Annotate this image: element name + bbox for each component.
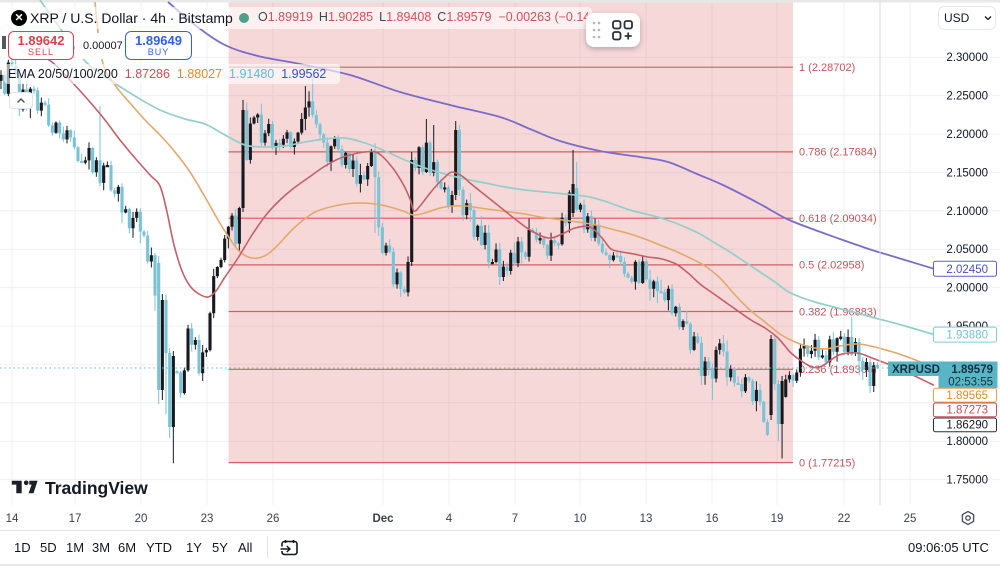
- svg-text:1.89579: 1.89579: [951, 364, 993, 376]
- svg-text:22: 22: [838, 513, 851, 525]
- svg-text:2.10000: 2.10000: [946, 206, 988, 218]
- svg-text:19: 19: [771, 513, 784, 525]
- svg-text:2.02450: 2.02450: [946, 264, 988, 276]
- svg-text:2.25000: 2.25000: [946, 91, 988, 103]
- svg-text:2.05000: 2.05000: [946, 244, 988, 256]
- svg-text:10: 10: [574, 513, 587, 525]
- svg-text:2.30000: 2.30000: [946, 52, 988, 64]
- svg-text:1 (2.28702): 1 (2.28702): [799, 62, 855, 74]
- svg-text:16: 16: [706, 513, 719, 525]
- svg-text:14: 14: [6, 513, 19, 525]
- svg-text:7: 7: [512, 513, 518, 525]
- svg-text:2.00000: 2.00000: [946, 283, 988, 295]
- svg-text:1.75000: 1.75000: [946, 475, 988, 487]
- svg-text:0.786 (2.17684): 0.786 (2.17684): [799, 147, 877, 159]
- svg-text:XRPUSD: XRPUSD: [892, 364, 940, 376]
- svg-text:25: 25: [904, 513, 917, 525]
- svg-text:TradingView: TradingView: [45, 478, 148, 498]
- svg-text:1.93880: 1.93880: [946, 330, 988, 342]
- svg-text:0.5 (2.02958): 0.5 (2.02958): [799, 260, 864, 272]
- svg-text:23: 23: [201, 513, 214, 525]
- svg-text:Dec: Dec: [372, 513, 394, 525]
- svg-text:02:53:55: 02:53:55: [948, 377, 993, 389]
- svg-text:13: 13: [640, 513, 653, 525]
- svg-text:0.382 (1.96883): 0.382 (1.96883): [799, 306, 877, 318]
- svg-text:2.15000: 2.15000: [946, 167, 988, 179]
- svg-text:1.80000: 1.80000: [946, 436, 988, 448]
- svg-text:26: 26: [267, 513, 280, 525]
- svg-text:20: 20: [135, 513, 148, 525]
- svg-text:0 (1.77215): 0 (1.77215): [799, 457, 855, 469]
- svg-text:4: 4: [446, 513, 453, 525]
- svg-text:1.89565: 1.89565: [946, 390, 988, 402]
- svg-text:17: 17: [69, 513, 82, 525]
- svg-text:1.86290: 1.86290: [946, 420, 988, 432]
- svg-text:2.20000: 2.20000: [946, 129, 988, 141]
- svg-text:0.618 (2.09034): 0.618 (2.09034): [799, 213, 877, 225]
- svg-text:1.87273: 1.87273: [946, 405, 988, 417]
